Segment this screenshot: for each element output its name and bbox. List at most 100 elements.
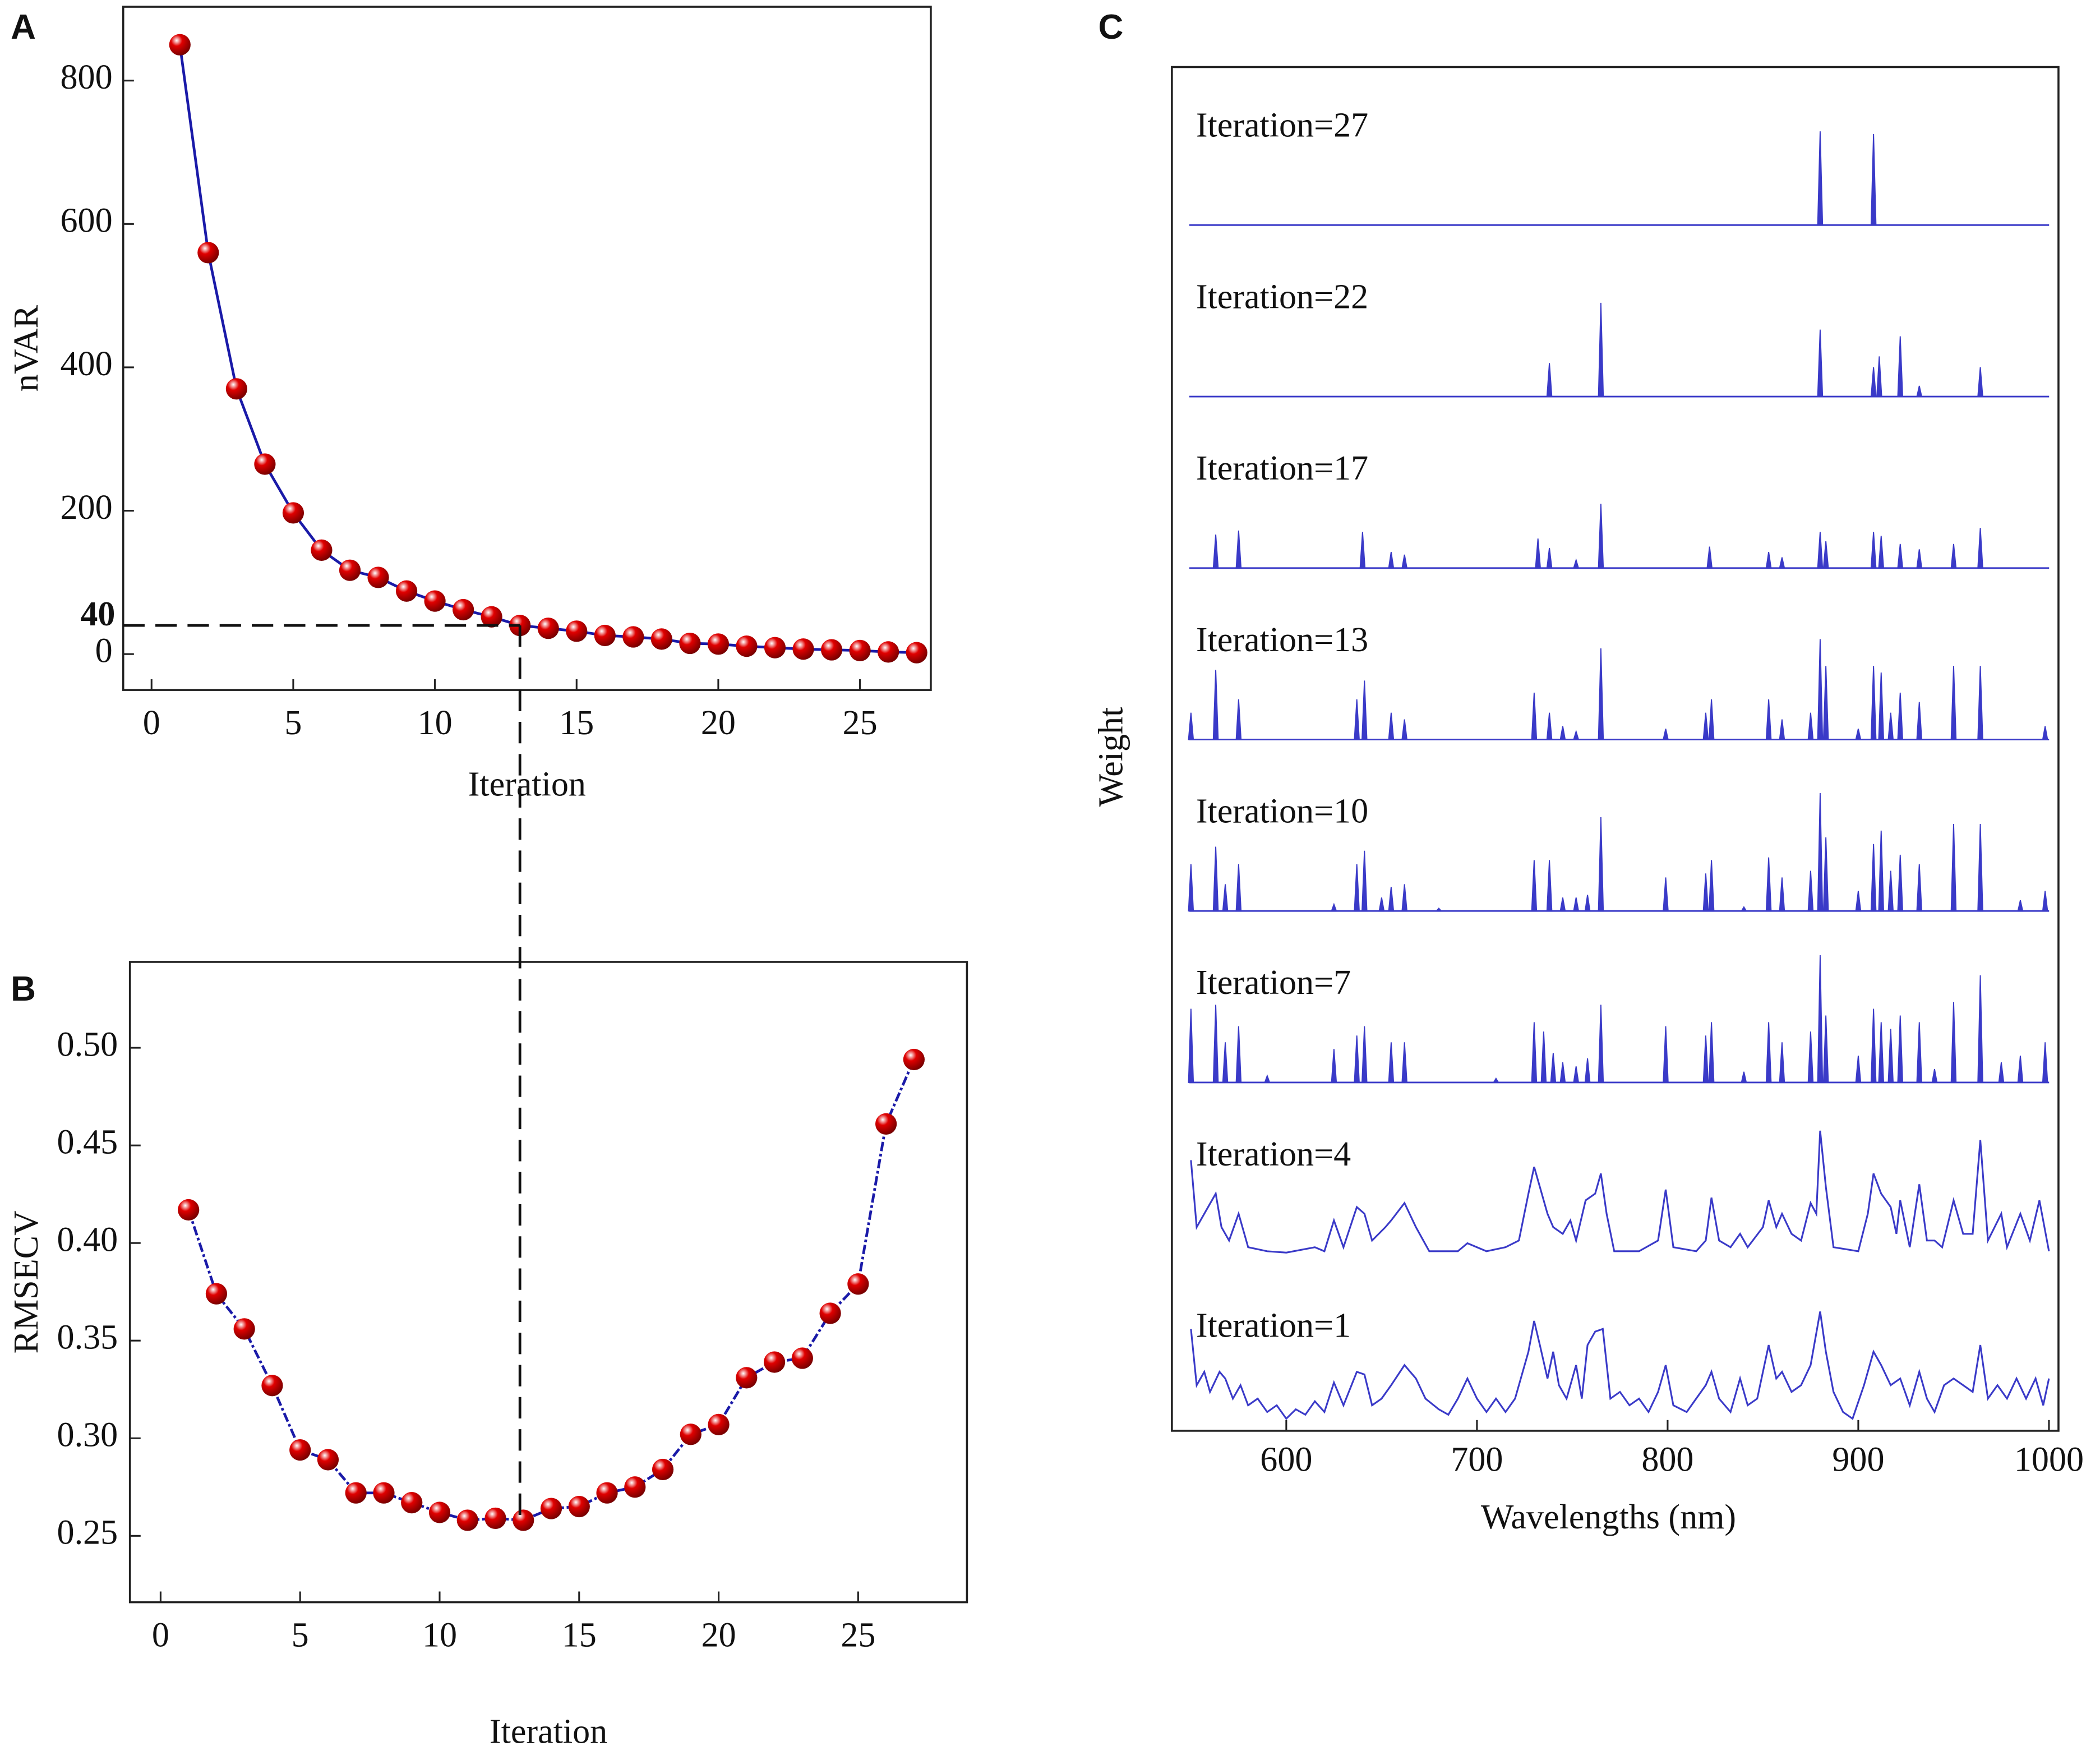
weight-spike [1998, 1062, 2005, 1083]
data-point [225, 378, 247, 400]
weight-spike [1235, 1026, 1242, 1083]
x-axis-label: Wavelengths (nm) [1481, 1498, 1736, 1536]
weight-spike [1354, 1035, 1360, 1083]
weight-spike [1887, 712, 1894, 740]
weight-spike [1388, 551, 1395, 569]
weight-spike [1598, 1005, 1604, 1083]
weight-spike [1361, 850, 1368, 912]
weight-spike [1531, 1022, 1538, 1083]
data-point [289, 1439, 311, 1461]
weight-spike [1977, 528, 1983, 569]
data-point [317, 1449, 339, 1471]
data-point [849, 639, 871, 661]
data-point [650, 628, 672, 650]
weight-spike [1361, 680, 1368, 740]
data-point [428, 1501, 451, 1523]
weight-spike [1388, 1042, 1395, 1083]
weight-spike [1950, 543, 1957, 569]
strip-label: Iteration=22 [1196, 278, 1368, 316]
weight-spike [1977, 666, 1983, 740]
data-point [345, 1482, 367, 1504]
weight-spike [1977, 975, 1983, 1083]
data-point [395, 580, 418, 602]
x-axis-label: Iteration [490, 1712, 607, 1751]
weight-spike [1492, 1077, 1499, 1083]
x-tick-label: 20 [701, 704, 736, 742]
x-tick-label: 0 [152, 1616, 169, 1654]
x-axis-label: Iteration [468, 766, 586, 804]
weight-spike [1702, 712, 1709, 740]
weight-spike [1235, 699, 1242, 740]
weight-spike [1817, 793, 1824, 912]
data-point [903, 1048, 925, 1071]
y-tick-label: 600 [61, 202, 113, 240]
weight-spike [1897, 336, 1904, 398]
y-tick-label: 0.35 [57, 1318, 118, 1356]
panel-letter: A [11, 8, 36, 47]
weight-spike [1931, 1068, 1938, 1083]
weight-spike [1807, 870, 1814, 912]
weight-spike [1531, 860, 1538, 912]
weight-spike [1897, 1015, 1904, 1083]
weight-spike [1401, 884, 1408, 912]
weight-spike [1817, 131, 1824, 226]
weight-spike [1212, 535, 1219, 569]
weight-spike [1950, 1002, 1957, 1083]
data-point [540, 1498, 562, 1519]
weight-spike [1887, 870, 1894, 912]
y-tick-label: 800 [61, 58, 113, 96]
plot-frame [1171, 66, 2060, 1432]
weight-spike [1212, 1005, 1219, 1083]
weight-spike [1977, 823, 1983, 912]
x-tick-label: 15 [562, 1616, 597, 1654]
weight-spike [2042, 891, 2048, 912]
weight-spike [1584, 1058, 1591, 1083]
x-tick-label: 25 [843, 704, 878, 742]
weight-spike [1188, 864, 1194, 912]
weight-spike [1535, 538, 1541, 569]
x-tick-label: 1000 [2014, 1440, 2084, 1478]
weight-spike [1870, 666, 1877, 740]
y-tick-label: 200 [61, 489, 113, 527]
strip-label: Iteration=27 [1196, 107, 1368, 145]
data-point [261, 1375, 283, 1397]
data-point [233, 1318, 255, 1340]
weight-spike [1235, 864, 1242, 912]
weight-spike [1878, 536, 1885, 569]
weight-spike [1598, 648, 1604, 740]
data-point [622, 626, 644, 648]
weight-spike [1708, 1022, 1715, 1083]
weight-spike [1817, 639, 1824, 740]
data-point [401, 1492, 423, 1514]
weight-spike [1708, 860, 1715, 912]
weight-spike [1559, 1062, 1566, 1083]
y-axis-label: Weight [1092, 707, 1130, 807]
weight-spike [1765, 1022, 1772, 1083]
panel-letter: B [11, 970, 36, 1008]
weight-spike [1663, 877, 1669, 912]
data-point [875, 1113, 897, 1135]
weight-spike [1878, 672, 1885, 740]
weight-spike [1584, 895, 1591, 912]
y-tick-label: 0 [95, 632, 113, 670]
weight-spike [1401, 1042, 1407, 1083]
weight-spike [1361, 1026, 1368, 1083]
weight-spike [1663, 729, 1669, 740]
weight-spike [1977, 367, 1983, 398]
weight-spike [1807, 712, 1814, 740]
weight-spike [1822, 666, 1829, 740]
data-point [708, 1413, 730, 1435]
data-point [311, 539, 333, 561]
data-point [197, 242, 219, 264]
data-point [764, 637, 786, 658]
data-point [513, 1509, 534, 1531]
weight-spike [1550, 1053, 1557, 1083]
x-tick-label: 800 [1641, 1440, 1693, 1478]
weight-spike [1916, 385, 1923, 398]
data-point [169, 34, 191, 56]
weight-spike [1817, 329, 1824, 398]
weight-spike [1878, 1022, 1885, 1083]
data-point [736, 1367, 758, 1389]
weight-spike [1573, 1066, 1580, 1083]
weight-spike [1188, 1008, 1194, 1083]
